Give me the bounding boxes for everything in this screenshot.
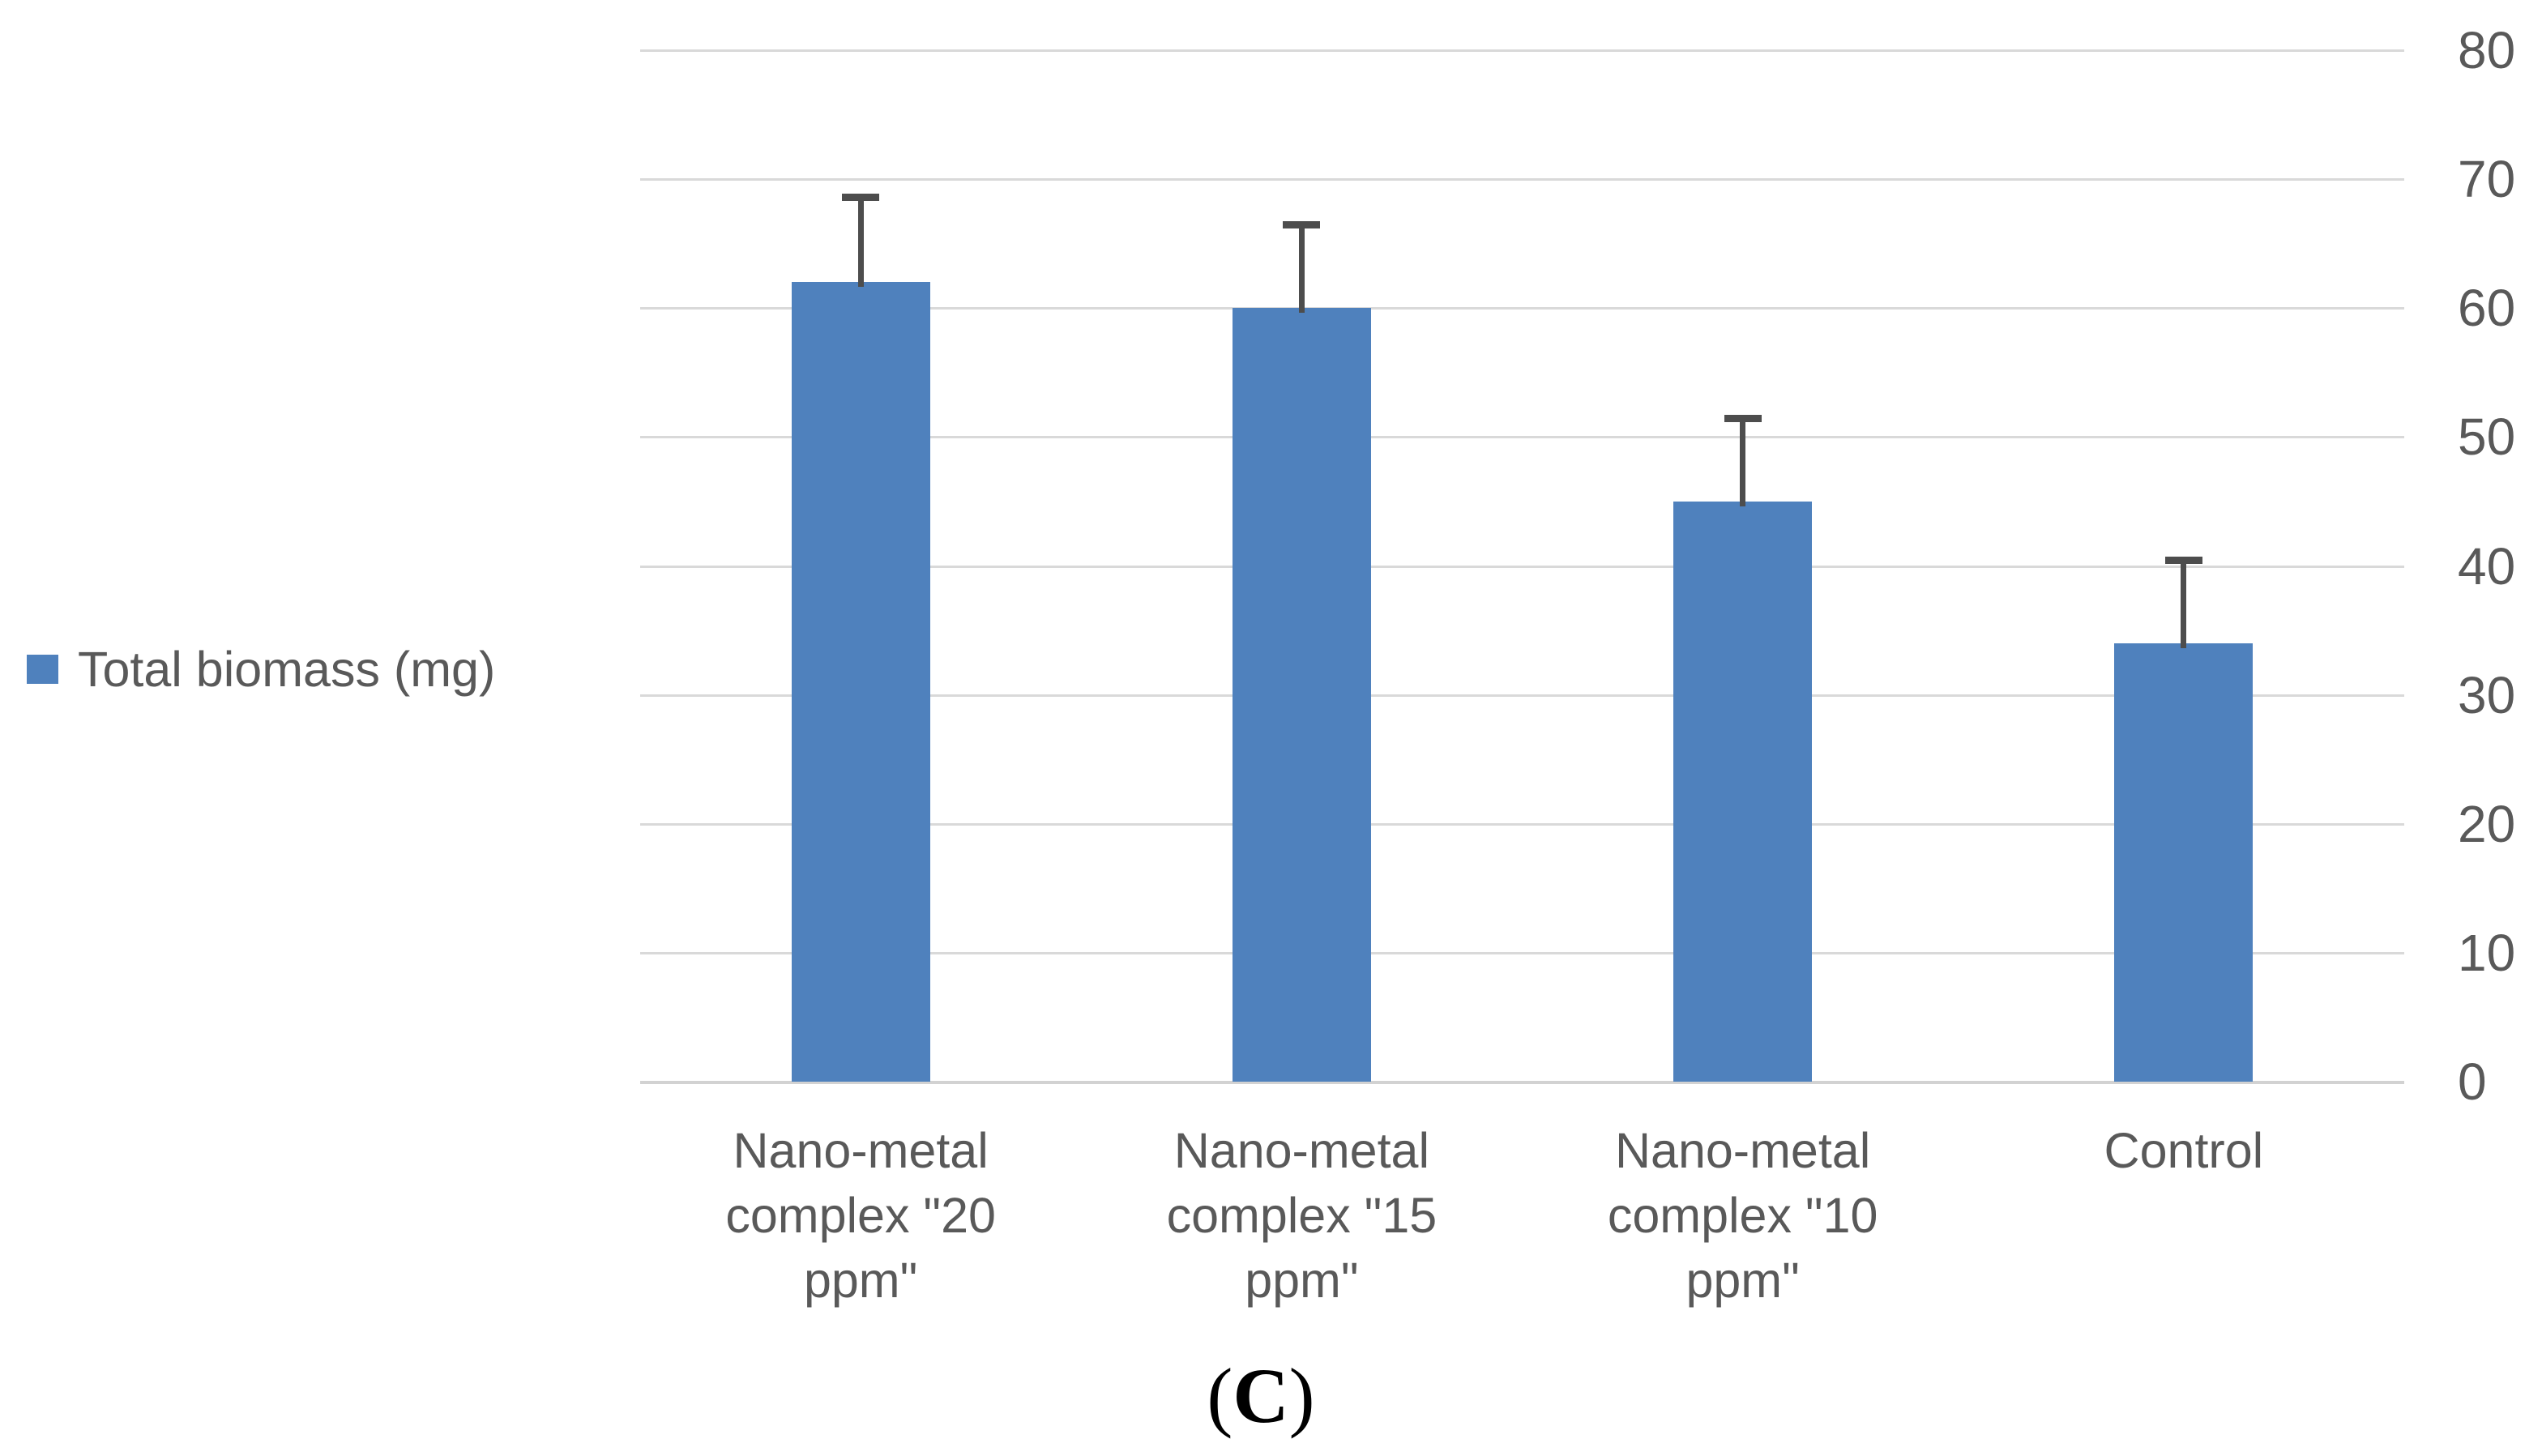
- error-bar-cap: [1283, 220, 1321, 228]
- y-tick-label: 10: [2458, 923, 2516, 982]
- figure-caption: (C): [1099, 1351, 1423, 1441]
- y-tick-label: 80: [2458, 21, 2516, 79]
- legend: Total biomass (mg): [27, 645, 495, 694]
- gridline: [640, 951, 2404, 954]
- error-bar-whisker: [1740, 417, 1746, 506]
- y-tick-label: 60: [2458, 279, 2516, 338]
- gridline: [640, 694, 2404, 697]
- y-tick-label: 70: [2458, 150, 2516, 209]
- gridline: [640, 436, 2404, 439]
- error-bar-whisker: [2181, 559, 2187, 648]
- gridline: [640, 822, 2404, 826]
- y-tick-label: 50: [2458, 408, 2516, 467]
- x-category-label: Nano-metal complex "15 ppm": [1066, 1118, 1536, 1313]
- gridline: [640, 307, 2404, 310]
- legend-label: Total biomass (mg): [78, 642, 496, 697]
- x-category-label-line: ppm": [1685, 1253, 1800, 1308]
- x-category-label-line: ppm": [1245, 1253, 1359, 1308]
- error-bar-cap: [2164, 556, 2202, 564]
- x-category-label-line: complex "15: [1166, 1188, 1438, 1243]
- bar-1: [791, 282, 930, 1082]
- x-category-label: Nano-metal complex "10 ppm": [1508, 1118, 1978, 1313]
- y-tick-label: 40: [2458, 536, 2516, 596]
- y-tick-label: 0: [2458, 1053, 2487, 1111]
- error-bar-whisker: [1298, 224, 1305, 314]
- caption-close-paren: ): [1288, 1352, 1315, 1439]
- gridline: [640, 49, 2404, 52]
- x-category-label-line: Nano-metal: [1614, 1123, 1871, 1178]
- error-bar-cap: [1724, 414, 1762, 422]
- bar-4: [2114, 643, 2254, 1082]
- x-category-label-line: complex "20: [725, 1188, 996, 1243]
- y-tick-label: 30: [2458, 665, 2516, 724]
- x-category-label-line: Control: [2104, 1123, 2264, 1178]
- error-bar-whisker: [857, 197, 864, 288]
- caption-open-paren: (: [1207, 1352, 1233, 1439]
- error-bar-cap: [842, 194, 880, 202]
- bar-3: [1673, 501, 1813, 1082]
- x-axis-line: [640, 1081, 2404, 1084]
- x-category-label-line: Nano-metal: [1173, 1123, 1430, 1178]
- x-category-label-line: Nano-metal: [733, 1123, 989, 1178]
- y-tick-label: 20: [2458, 794, 2516, 853]
- x-category-label-line: complex "10: [1607, 1188, 1878, 1243]
- bar-2: [1232, 308, 1371, 1082]
- gridline: [640, 565, 2404, 568]
- x-category-label-line: ppm": [803, 1253, 918, 1308]
- legend-swatch-icon: [27, 655, 58, 684]
- caption-letter: C: [1233, 1352, 1289, 1439]
- x-category-label: Control: [1949, 1118, 2419, 1183]
- gridline: [640, 178, 2404, 181]
- x-category-label: Nano-metal complex "20 ppm": [626, 1118, 1096, 1313]
